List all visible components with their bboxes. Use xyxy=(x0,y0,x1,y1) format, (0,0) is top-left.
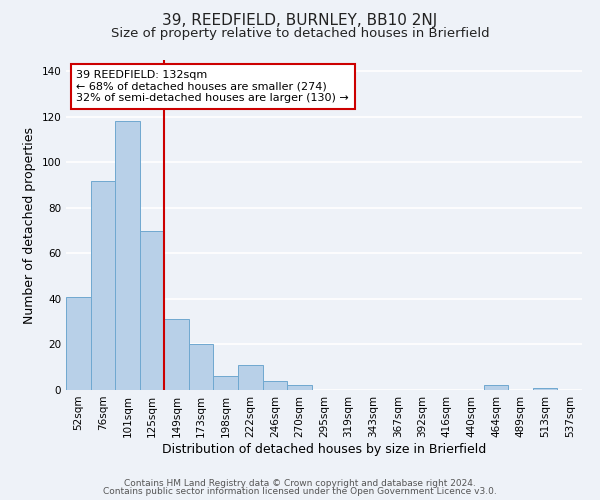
Text: Contains HM Land Registry data © Crown copyright and database right 2024.: Contains HM Land Registry data © Crown c… xyxy=(124,478,476,488)
Bar xyxy=(189,344,214,390)
Bar xyxy=(91,180,115,390)
Bar xyxy=(238,365,263,390)
Text: 39 REEDFIELD: 132sqm
← 68% of detached houses are smaller (274)
32% of semi-deta: 39 REEDFIELD: 132sqm ← 68% of detached h… xyxy=(76,70,349,103)
X-axis label: Distribution of detached houses by size in Brierfield: Distribution of detached houses by size … xyxy=(162,442,486,456)
Bar xyxy=(214,376,238,390)
Text: Contains public sector information licensed under the Open Government Licence v3: Contains public sector information licen… xyxy=(103,487,497,496)
Text: Size of property relative to detached houses in Brierfield: Size of property relative to detached ho… xyxy=(110,28,490,40)
Bar xyxy=(164,320,189,390)
Bar xyxy=(140,230,164,390)
Y-axis label: Number of detached properties: Number of detached properties xyxy=(23,126,36,324)
Bar xyxy=(533,388,557,390)
Bar xyxy=(484,386,508,390)
Bar xyxy=(263,381,287,390)
Bar xyxy=(66,296,91,390)
Bar xyxy=(115,122,140,390)
Text: 39, REEDFIELD, BURNLEY, BB10 2NJ: 39, REEDFIELD, BURNLEY, BB10 2NJ xyxy=(163,12,437,28)
Bar xyxy=(287,386,312,390)
